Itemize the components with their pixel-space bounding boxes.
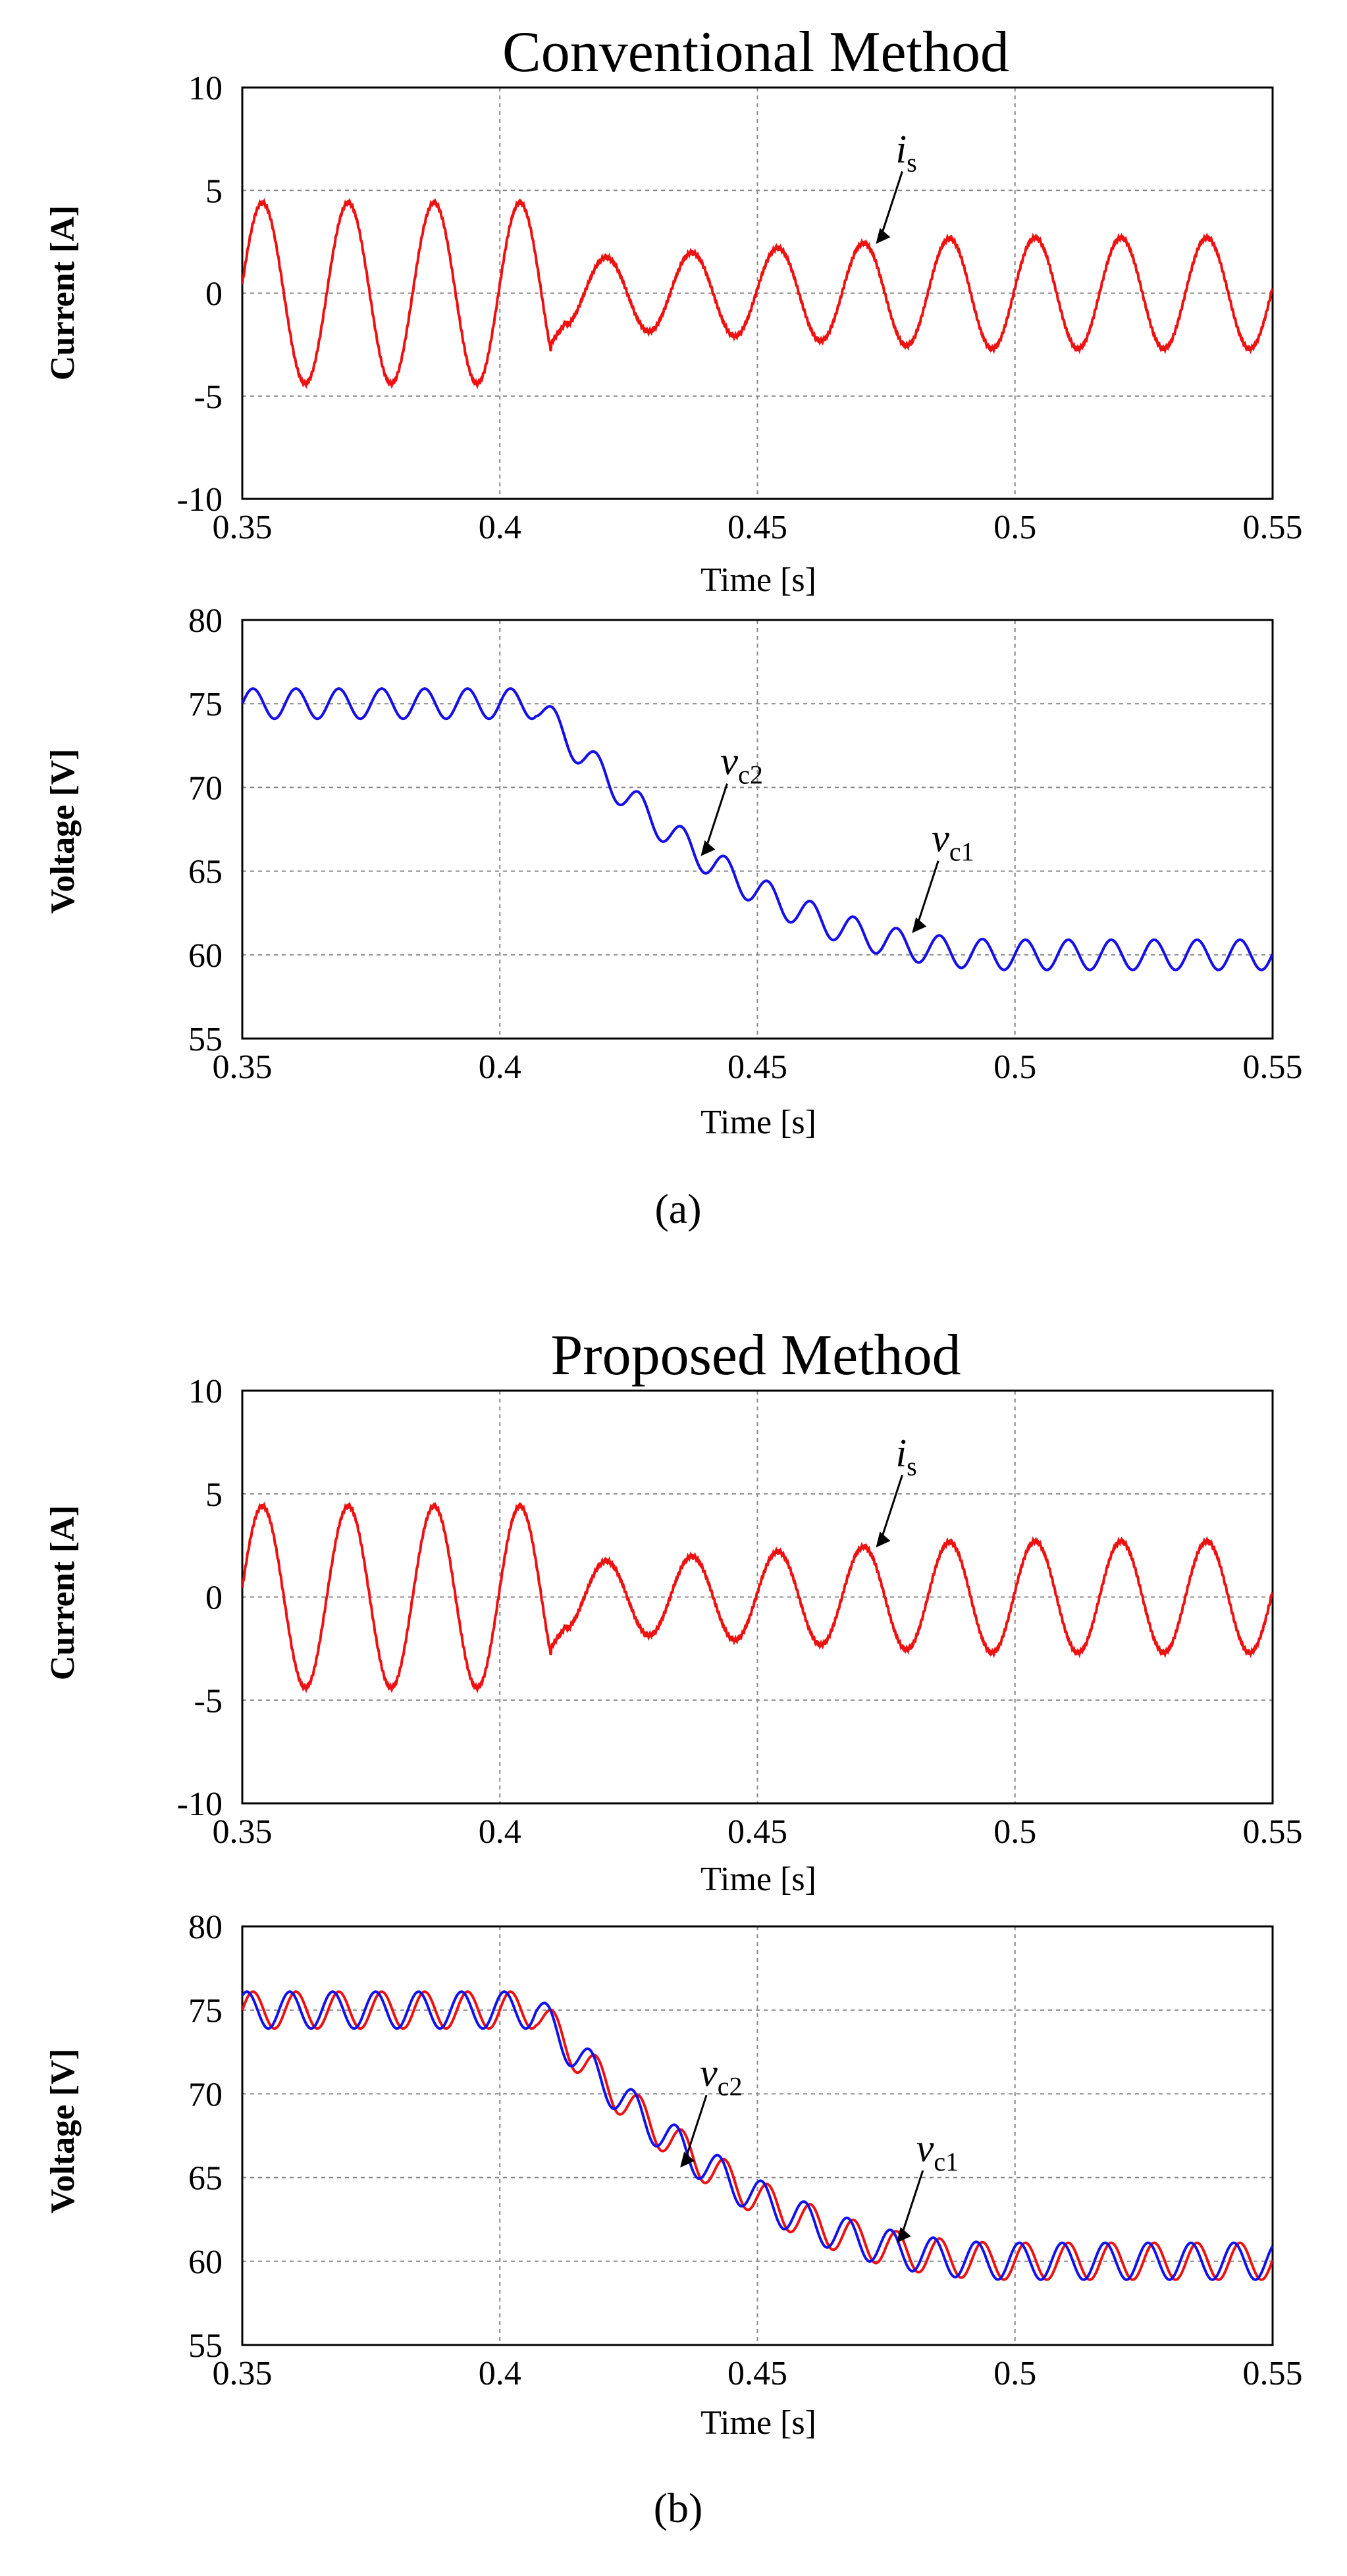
- y-tick-label: 80: [188, 1909, 223, 1946]
- chart-a-current-xlabel: Time [s]: [700, 561, 816, 599]
- y-tick-label: 65: [188, 2160, 223, 2198]
- y-tick-label: 0: [205, 1580, 223, 1617]
- y-tick-label: 70: [188, 2076, 223, 2113]
- caption-a: (a): [654, 1185, 701, 1232]
- annotation-arrow: [899, 2170, 924, 2240]
- chart-a-voltage: Voltage [V] Time [s]: [44, 749, 816, 1141]
- annotation-arrowhead: [896, 2227, 911, 2243]
- x-tick-label: 0.4: [479, 1813, 521, 1851]
- chart-a-current-ylabel: Current [A]: [44, 205, 82, 380]
- y-tick-label: 60: [188, 937, 223, 975]
- caption-b: (b): [654, 2485, 703, 2531]
- x-tick-label: 0.4: [479, 2355, 521, 2392]
- x-tick-label: 0.5: [993, 509, 1036, 546]
- annotation-arrowhead: [876, 1532, 891, 1548]
- x-tick-label: 0.35: [213, 1813, 273, 1851]
- plot-a-current: 0.35 0.4 0.45 0.5 0.55 10 5 0 -5 -10 is: [177, 70, 1303, 546]
- annotation-label: vc2: [720, 740, 762, 790]
- x-tick-label: 0.45: [727, 1048, 787, 1086]
- chart-a-current: Conventional Method Current [A] Time [s]: [44, 20, 1009, 599]
- x-tick-label: 0.5: [993, 1048, 1036, 1086]
- x-tick-label: 0.5: [993, 2355, 1036, 2392]
- series-line-vc2: [242, 1990, 1273, 2281]
- annotation-arrowhead: [876, 228, 891, 244]
- annotation-subscript: c2: [738, 760, 763, 790]
- chart-b-current: Proposed Method Current [A] Time [s]: [44, 1324, 961, 1898]
- annotation-label: is: [895, 1431, 916, 1481]
- y-tick-label: -10: [177, 1786, 223, 1823]
- y-tick-label: 75: [188, 686, 223, 723]
- x-tick-label: 0.45: [727, 509, 787, 546]
- annotation-subscript: c1: [934, 2147, 959, 2177]
- y-tick-label: -10: [177, 481, 223, 519]
- chart-b-current-ylabel: Current [A]: [44, 1505, 82, 1680]
- y-tick-label: -5: [194, 1682, 223, 1720]
- x-tick-label: 0.4: [479, 1048, 521, 1086]
- plot-frame: [241, 1925, 1274, 2346]
- chart-a-voltage-xlabel: Time [s]: [700, 1104, 816, 1141]
- x-tick-label: 0.45: [727, 2355, 787, 2392]
- x-tick-label: 0.55: [1243, 1813, 1303, 1851]
- y-tick-label: 5: [205, 172, 223, 210]
- series-line-is: [242, 197, 1273, 390]
- plot-frame: [241, 86, 1274, 500]
- x-tick-label: 0.4: [479, 509, 521, 546]
- annotation-arrow: [879, 171, 903, 240]
- annotation-arrow: [683, 2094, 708, 2164]
- x-tick-label: 0.35: [213, 1048, 273, 1086]
- annotation-arrow: [914, 860, 939, 930]
- y-tick-label: 65: [188, 854, 223, 891]
- y-tick-label: 55: [188, 2327, 223, 2365]
- plot-frame: [241, 1389, 1274, 1805]
- annotation-label: vc1: [916, 2126, 959, 2177]
- chart-b-voltage-xlabel: Time [s]: [700, 2404, 816, 2442]
- y-tick-label: 10: [188, 70, 223, 107]
- chart-a-title: Conventional Method: [502, 20, 1009, 84]
- annotation-arrow: [879, 1474, 903, 1544]
- y-tick-label: 5: [205, 1476, 223, 1514]
- x-tick-label: 0.55: [1243, 1048, 1303, 1086]
- plot-a-voltage: 0.35 0.4 0.45 0.5 0.55 80 75 70 65 60 55 vc2 vc1: [188, 602, 1303, 1086]
- plot-b-voltage: 0.35 0.4 0.45 0.5 0.55 80 75 70 65 60 55 vc2 vc1: [188, 1909, 1303, 2392]
- annotation-label: vc2: [700, 2051, 742, 2101]
- x-tick-label: 0.45: [727, 1813, 787, 1851]
- x-tick-label: 0.35: [213, 2355, 273, 2392]
- annotation-label: vc1: [932, 817, 974, 867]
- y-tick-label: 0: [205, 276, 223, 313]
- annotation-subscript: c2: [718, 2071, 743, 2101]
- y-tick-label: 70: [188, 769, 223, 807]
- chart-b-current-xlabel: Time [s]: [700, 1861, 816, 1898]
- x-tick-label: 0.35: [213, 509, 273, 546]
- y-tick-label: 60: [188, 2244, 223, 2281]
- annotation-arrow: [703, 783, 728, 853]
- series-line-vc1: [242, 1990, 1273, 2281]
- annotation-arrowhead: [680, 2151, 695, 2168]
- annotation-label: is: [895, 128, 916, 178]
- annotation-subscript: s: [907, 148, 917, 178]
- plot-b-current: 0.35 0.4 0.45 0.5 0.55 10 5 0 -5 -10 is: [177, 1373, 1303, 1851]
- annotation-arrowhead: [912, 917, 927, 933]
- chart-b-title: Proposed Method: [550, 1324, 961, 1387]
- y-tick-label: -5: [194, 378, 223, 416]
- series-line-is: [242, 1501, 1273, 1694]
- y-tick-label: 10: [188, 1373, 223, 1410]
- chart-b-voltage: Voltage [V] Time [s]: [44, 2049, 816, 2442]
- y-tick-label: 75: [188, 1992, 223, 2030]
- chart-a-voltage-ylabel: Voltage [V]: [44, 749, 82, 914]
- x-tick-label: 0.55: [1243, 2355, 1303, 2392]
- series-line-vc2: [242, 687, 1273, 971]
- plot-frame: [241, 619, 1274, 1040]
- x-tick-label: 0.5: [993, 1813, 1036, 1851]
- chart-b-voltage-ylabel: Voltage [V]: [44, 2049, 82, 2214]
- x-tick-label: 0.55: [1243, 509, 1303, 546]
- y-tick-label: 80: [188, 602, 223, 640]
- annotation-subscript: s: [907, 1451, 917, 1481]
- y-tick-label: 55: [188, 1021, 223, 1058]
- annotation-arrowhead: [700, 840, 716, 856]
- annotation-subscript: c1: [949, 837, 974, 867]
